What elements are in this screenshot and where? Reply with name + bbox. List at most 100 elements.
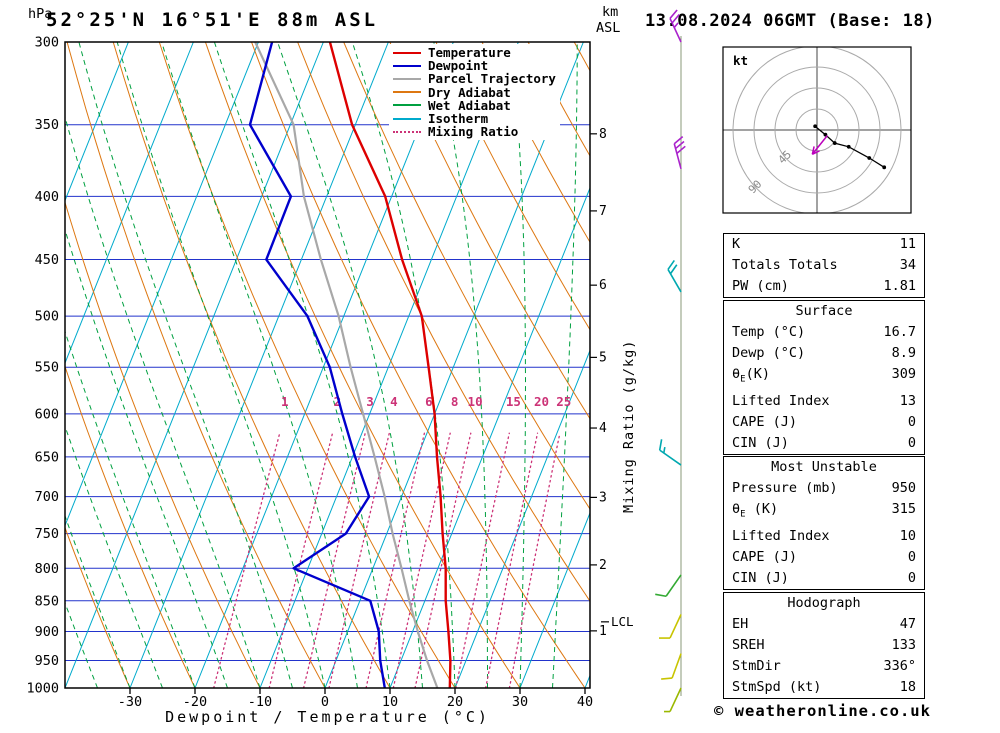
wind-barb: [659, 614, 682, 639]
legend-label: Temperature: [428, 45, 511, 60]
info-row-label: θE(K): [732, 366, 770, 385]
wind-barbs: [655, 9, 686, 713]
info-row-label: EH: [732, 616, 749, 632]
info-row-label: Lifted Index: [732, 527, 830, 544]
mixing-ratio-lines: 1 2 3 4 6 8 10 15 20 25: [213, 394, 571, 688]
svg-text:350: 350: [35, 117, 59, 133]
info-row-value: 18: [899, 679, 916, 695]
mixing-ratio-value-label: 6: [425, 394, 433, 409]
info-row: CAPE (J) 0: [724, 412, 924, 433]
wind-barb: [655, 574, 682, 598]
svg-text:1000: 1000: [26, 681, 59, 697]
legend-item: Temperature: [393, 46, 556, 59]
parcel-trajectory-curve: [254, 42, 439, 688]
info-row-value: 133: [891, 637, 916, 653]
wind-barb: [661, 653, 682, 680]
info-row: EH 47: [724, 614, 924, 635]
svg-text:8: 8: [599, 127, 607, 142]
info-row: StmDir 336°: [724, 656, 924, 677]
svg-text:20: 20: [447, 694, 463, 710]
info-row: Dewp (°C) 8.9: [724, 343, 924, 364]
svg-text:LCL: LCL: [611, 614, 634, 629]
info-row-label: Totals Totals: [732, 257, 838, 273]
svg-text:10: 10: [382, 694, 398, 710]
svg-text:500: 500: [35, 309, 59, 325]
height-axis-unit-asl-label: ASL: [596, 20, 621, 36]
info-row: PW (cm) 1.81: [724, 276, 924, 297]
legend-swatch-isotherm: [393, 117, 421, 120]
dry-adiabats: [65, 42, 590, 688]
svg-text:800: 800: [35, 561, 59, 577]
mixing-ratio-value-label: 1: [281, 394, 289, 409]
legend-swatch-wet_adiabat: [393, 104, 421, 107]
svg-text:0: 0: [321, 694, 329, 710]
svg-text:2: 2: [599, 558, 607, 573]
mixing-ratio-value-label: 8: [451, 394, 459, 409]
svg-text:4: 4: [599, 421, 607, 436]
temperature-tick-labels: -30 -20 -10 0 10 20 30 40: [118, 688, 593, 710]
svg-text:400: 400: [35, 189, 59, 205]
info-row: StmSpd (kt) 18: [724, 677, 924, 698]
hodograph-ring: [774, 87, 860, 173]
info-table: K 11 Totals Totals 34 PW (cm) 1.81: [723, 233, 925, 298]
info-row-value: 1.81: [883, 278, 916, 294]
info-table-header: Hodograph: [787, 595, 861, 611]
mixing-ratio-value-label: 4: [390, 394, 398, 409]
info-row-value: 16.7: [883, 324, 916, 340]
legend-item: Mixing Ratio: [393, 125, 556, 138]
svg-text:550: 550: [35, 360, 59, 376]
info-row: CIN (J) 0: [724, 433, 924, 454]
info-row-value: 0: [907, 434, 916, 451]
info-row: Lifted Index 10: [724, 526, 924, 547]
dewpoint-curve: [248, 42, 386, 688]
info-table-header: Surface: [795, 303, 853, 319]
info-row-value: 0: [907, 548, 916, 565]
info-row-value: 309: [891, 366, 916, 382]
mixing-ratio-value-label: 25: [556, 394, 571, 409]
info-row-value: 34: [899, 257, 916, 273]
info-row-label: Pressure (mb): [732, 480, 838, 496]
info-table: Most Unstable Pressure (mb) 950 θE (K) 315 Li…: [723, 456, 925, 590]
legend-label: Parcel Trajectory: [428, 71, 556, 87]
svg-text:600: 600: [35, 406, 59, 422]
info-row: θE(K) 309: [724, 364, 924, 391]
legend-label: Dewpoint: [428, 58, 489, 74]
info-table: Surface Temp (°C) 16.7 Dewp (°C) 8.9 θE(K) 309…: [723, 300, 925, 455]
info-table-header: Most Unstable: [771, 459, 877, 475]
info-row-value: 47: [899, 616, 916, 632]
info-row-label: PW (cm): [732, 278, 789, 294]
svg-text:40: 40: [577, 694, 593, 710]
plot-background: 1 2 3 4 6 8 10 15 20 25: [65, 42, 590, 688]
info-row-value: 0: [907, 569, 916, 586]
info-row-label: CAPE (J): [732, 548, 798, 565]
legend-item: Isotherm: [393, 112, 556, 125]
info-row-label: K: [732, 236, 741, 252]
wind-barb: [673, 136, 686, 170]
legend-swatch-parcel: [393, 78, 421, 80]
info-row-value: 336°: [883, 658, 916, 674]
height-axis-unit-km-label: km: [602, 4, 619, 20]
info-row-label: Lifted Index: [732, 392, 830, 409]
legend-item: Dewpoint: [393, 59, 556, 72]
info-row-label: Dewp (°C): [732, 345, 806, 361]
mixing-ratio-value-label: 15: [506, 394, 521, 409]
info-row-label: StmSpd (kt): [732, 679, 822, 695]
info-row: Temp (°C) 16.7: [724, 322, 924, 343]
legend-item: Dry Adiabat: [393, 85, 556, 99]
svg-text:300: 300: [35, 35, 59, 51]
mixing-ratio-value-label: 2: [334, 394, 342, 409]
svg-text:7: 7: [599, 204, 607, 219]
temperature-curve: [328, 42, 452, 688]
legend-swatch-temperature: [393, 51, 421, 54]
info-row: Pressure (mb) 950: [724, 478, 924, 499]
info-row-value: 10: [899, 527, 916, 544]
info-row-value: 11: [899, 236, 916, 252]
svg-text:-20: -20: [183, 694, 207, 710]
info-row-label: θE (K): [732, 501, 779, 520]
svg-text:450: 450: [35, 252, 59, 268]
copyright: © weatheronline.co.uk: [714, 702, 931, 720]
mixing-ratio-axis-label: Mixing Ratio (g/kg): [621, 339, 637, 513]
svg-text:650: 650: [35, 449, 59, 465]
